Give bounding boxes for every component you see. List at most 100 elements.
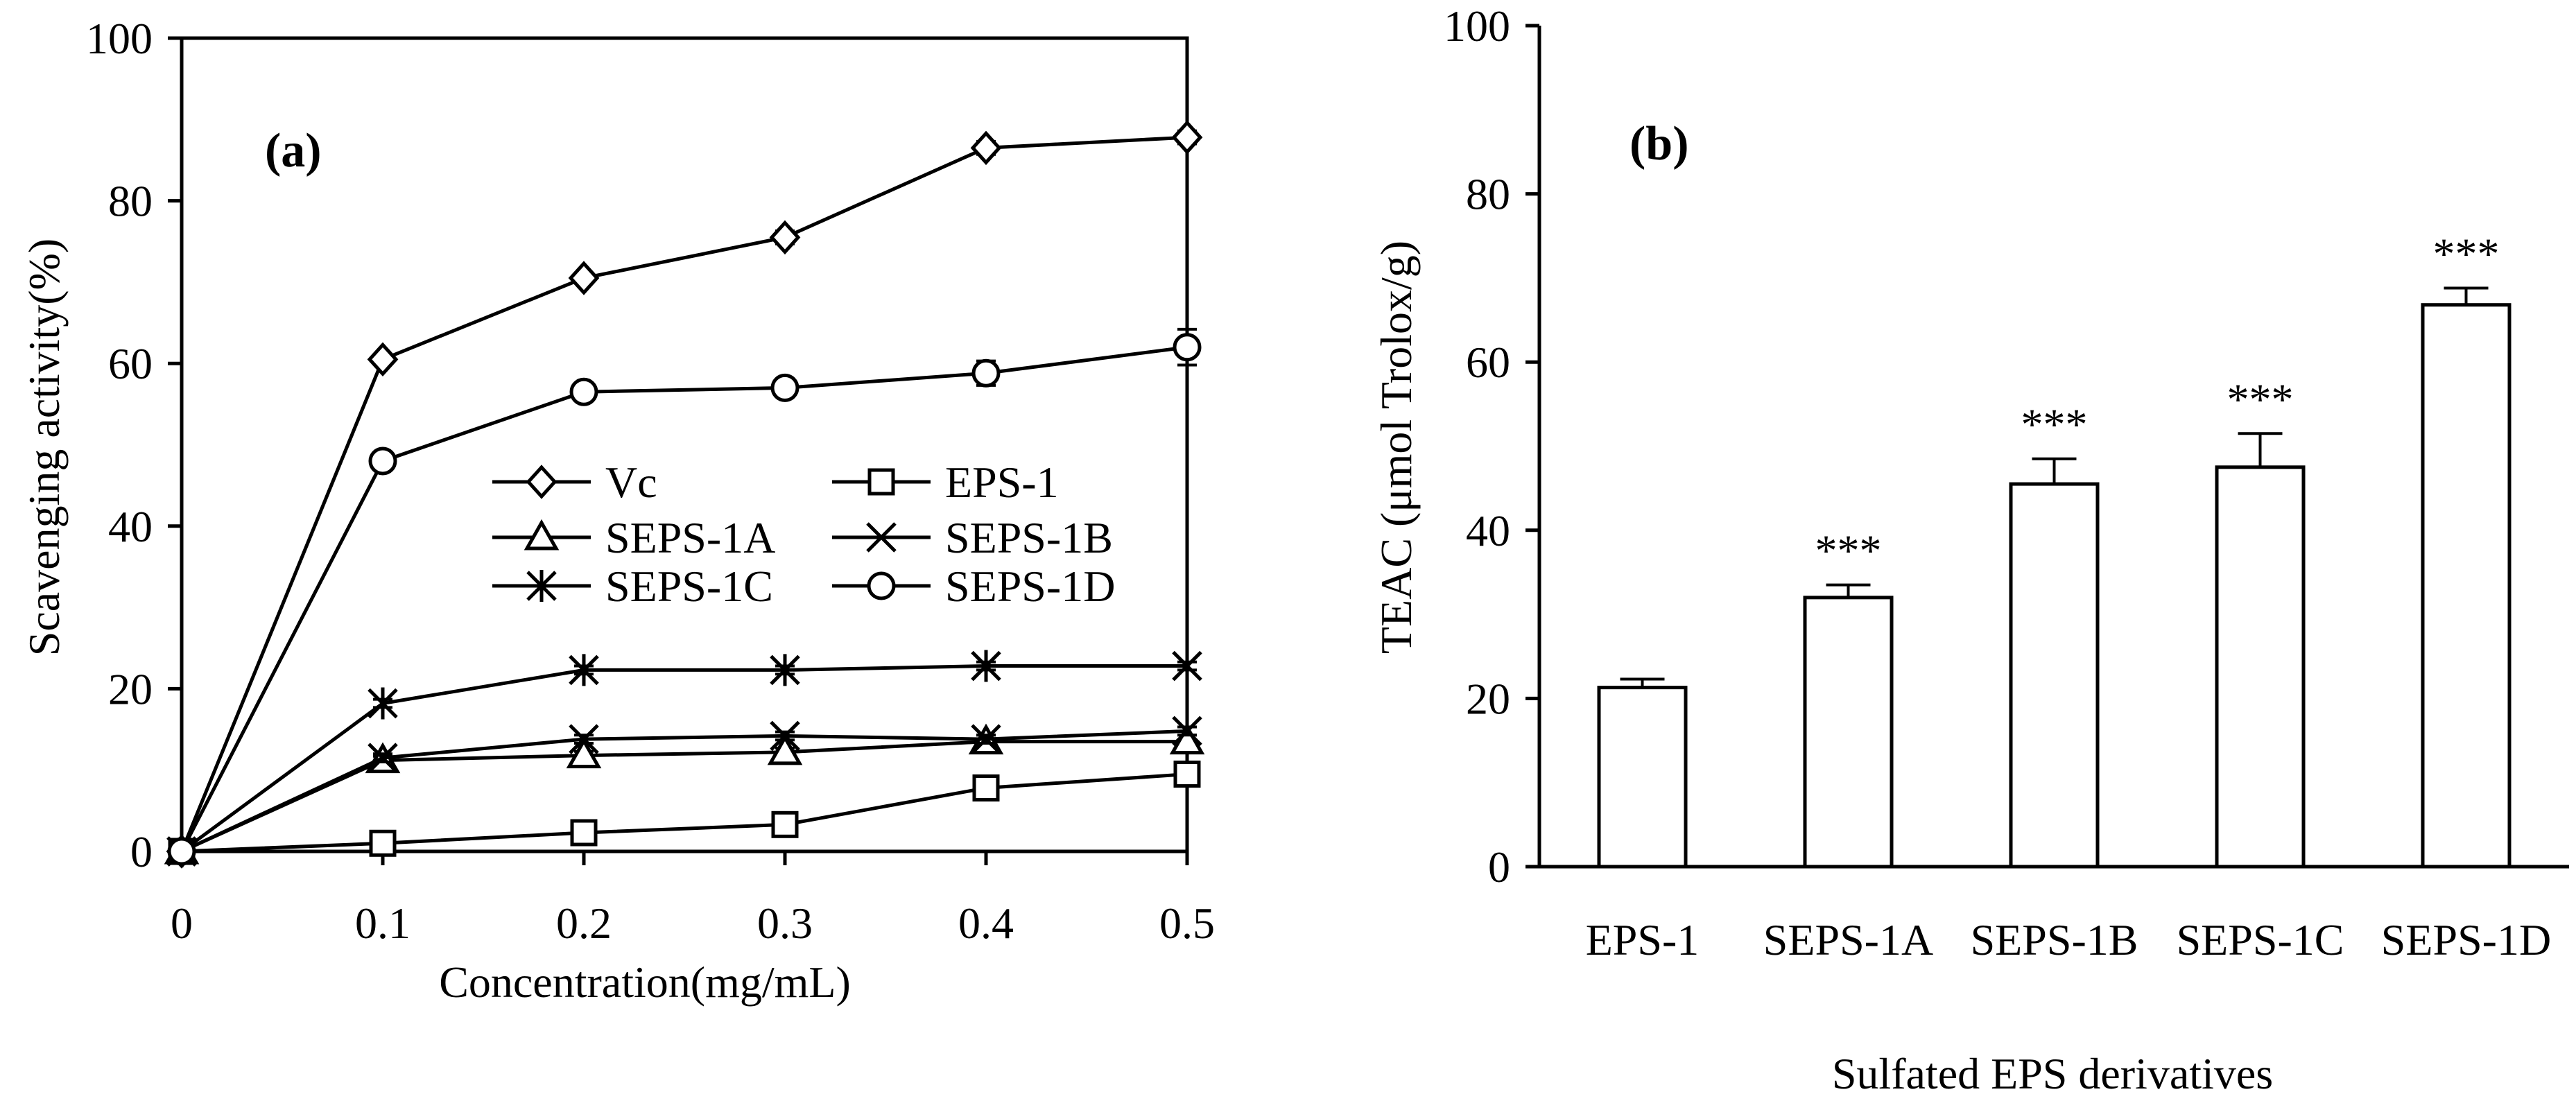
series-line-seps-1b [180, 729, 1188, 853]
chart-a-plot-frame [180, 36, 1189, 853]
data-point-seps-1d [770, 373, 799, 402]
series-seps-1d [167, 327, 1202, 866]
legend-item-seps-1d: SEPS-1D [832, 562, 1115, 611]
legend-marker-seps-1c [526, 570, 557, 602]
series-line-seps-1c [180, 664, 1187, 853]
chart-b-x-tick-label: SEPS-1C [2177, 915, 2344, 964]
legend-label: SEPS-1B [945, 513, 1113, 562]
bar-seps-1b [2009, 482, 2100, 869]
chart-b-panel-label: (b) [1630, 117, 1689, 171]
legend-label: EPS-1 [945, 458, 1059, 507]
bar-group-seps-1b: *** SEPS-1B [1971, 400, 2138, 964]
significance-label: *** [1815, 526, 1882, 575]
chart-b-x-tick-label: SEPS-1B [1971, 915, 2138, 964]
chart-a-x-tick-label: 0.3 [757, 899, 813, 948]
legend-item-seps-1b: SEPS-1B [832, 513, 1113, 562]
legend-marker-seps-1a [524, 519, 560, 550]
data-point-vc [568, 261, 600, 295]
chart-a-x-tick-label: 0.2 [556, 899, 612, 948]
chart-b-x-axis-label: Sulfated EPS derivatives [1832, 1049, 2273, 1098]
chart-a-y-axis-label: Scavenging activity(%) [19, 239, 69, 656]
data-point-seps-1d [368, 447, 397, 476]
chart-b-y-tick-label: 60 [1466, 338, 1510, 387]
data-point-seps-1b [1172, 716, 1202, 747]
legend-marker-eps-1 [867, 468, 895, 496]
chart-a-y-tick-label: 40 [108, 502, 153, 551]
chart-b-y-tick-label: 80 [1466, 170, 1510, 219]
chart-a-legend: Vc EPS-1 SEPS-1A SEPS-1B SEPS-1C SEPS-1D [492, 458, 1115, 611]
data-point-seps-1c [1172, 650, 1202, 682]
chart-a-panel-label: (a) [265, 124, 322, 177]
data-point-seps-1b [368, 743, 398, 773]
data-point-seps-1d [971, 358, 1001, 388]
data-point-seps-1b [569, 724, 599, 754]
series-seps-1c [166, 650, 1202, 867]
error-bar [2444, 286, 2489, 305]
data-point-eps-1 [369, 829, 397, 857]
legend-item-seps-1a: SEPS-1A [492, 513, 775, 562]
series-line-eps-1 [181, 772, 1188, 853]
error-bar [2238, 432, 2283, 467]
bar-seps-1a [1803, 596, 1894, 869]
significance-label: *** [2021, 400, 2088, 449]
data-point-seps-1c [770, 654, 800, 686]
chart-a-x-tick-label: 0.5 [1159, 899, 1215, 948]
data-point-vc [970, 130, 1002, 166]
significance-label: *** [2433, 229, 2500, 278]
chart-b-y-tick-label: 20 [1466, 674, 1510, 723]
data-point-seps-1d [569, 377, 598, 406]
series-line-vc [180, 135, 1188, 852]
chart-a-y-tick-label: 100 [86, 14, 153, 63]
significance-label: *** [2227, 374, 2294, 424]
chart-b-x-tick-label: EPS-1 [1586, 915, 1700, 964]
data-point-seps-1c [368, 687, 398, 720]
chart-a-y-tick-label: 20 [108, 664, 153, 713]
chart-b-x-tick-label: SEPS-1A [1763, 915, 1933, 964]
chart-a-x-tick-label: 0 [171, 899, 193, 948]
legend-item-vc: Vc [492, 458, 657, 507]
bar-eps-1 [1597, 686, 1688, 869]
bar-group-seps-1d: *** SEPS-1D [2381, 229, 2551, 964]
bar-group-seps-1c: *** SEPS-1C [2177, 374, 2344, 964]
data-point-seps-1c [569, 654, 599, 686]
data-point-seps-1a [566, 737, 602, 769]
chart-a-y-tick-label: 0 [130, 827, 153, 876]
bar-group-eps-1: EPS-1 [1586, 677, 1700, 964]
bar-group-seps-1a: *** SEPS-1A [1763, 526, 1933, 964]
chart-b-y-tick-label: 40 [1466, 506, 1510, 555]
chart-a-x-axis-label: Concentration(mg/mL) [439, 957, 851, 1007]
data-point-seps-1d [167, 837, 196, 866]
data-point-vc [769, 220, 801, 255]
chart-b-y-tick-label: 100 [1444, 1, 1510, 51]
data-point-seps-1b [770, 720, 800, 752]
data-point-vc [1171, 120, 1203, 155]
data-point-seps-1b [971, 724, 1001, 754]
chart-a: 0 20 40 60 80 100 0 0.1 0.2 0.3 0.4 0.5 (a) Concen… [19, 14, 1215, 1007]
legend-item-eps-1: EPS-1 [832, 458, 1059, 507]
chart-b-y-ticks: 0 20 40 60 80 100 [1444, 1, 1539, 892]
chart-a-x-tick-label: 0.1 [355, 899, 410, 948]
legend-label: SEPS-1D [945, 562, 1115, 611]
legend-marker-vc [526, 465, 557, 499]
chart-b-y-axis-label: TEAC (μmol Trolox/g) [1372, 241, 1421, 654]
chart-b-x-tick-label: SEPS-1D [2381, 915, 2551, 964]
data-point-seps-1d [1173, 333, 1202, 362]
legend-marker-seps-1d [867, 571, 896, 600]
series-line-seps-1a [180, 740, 1187, 853]
bar-seps-1c [2215, 465, 2306, 869]
chart-a-y-tick-label: 60 [108, 339, 153, 388]
chart-a-series [164, 120, 1205, 869]
chart-a-y-ticks: 0 20 40 60 80 100 [86, 14, 182, 876]
data-point-eps-1 [1173, 761, 1201, 788]
bar-seps-1d [2421, 303, 2512, 869]
legend-item-seps-1c: SEPS-1C [492, 562, 773, 611]
chart-a-axes [180, 36, 1189, 853]
chart-a-y-tick-label: 80 [108, 177, 153, 226]
error-bar [2032, 457, 2077, 485]
data-point-seps-1c [971, 650, 1001, 682]
data-point-eps-1 [570, 819, 598, 847]
legend-label: SEPS-1A [605, 513, 775, 562]
chart-a-x-tick-label: 0.4 [958, 899, 1014, 948]
error-bar [1620, 677, 1665, 688]
